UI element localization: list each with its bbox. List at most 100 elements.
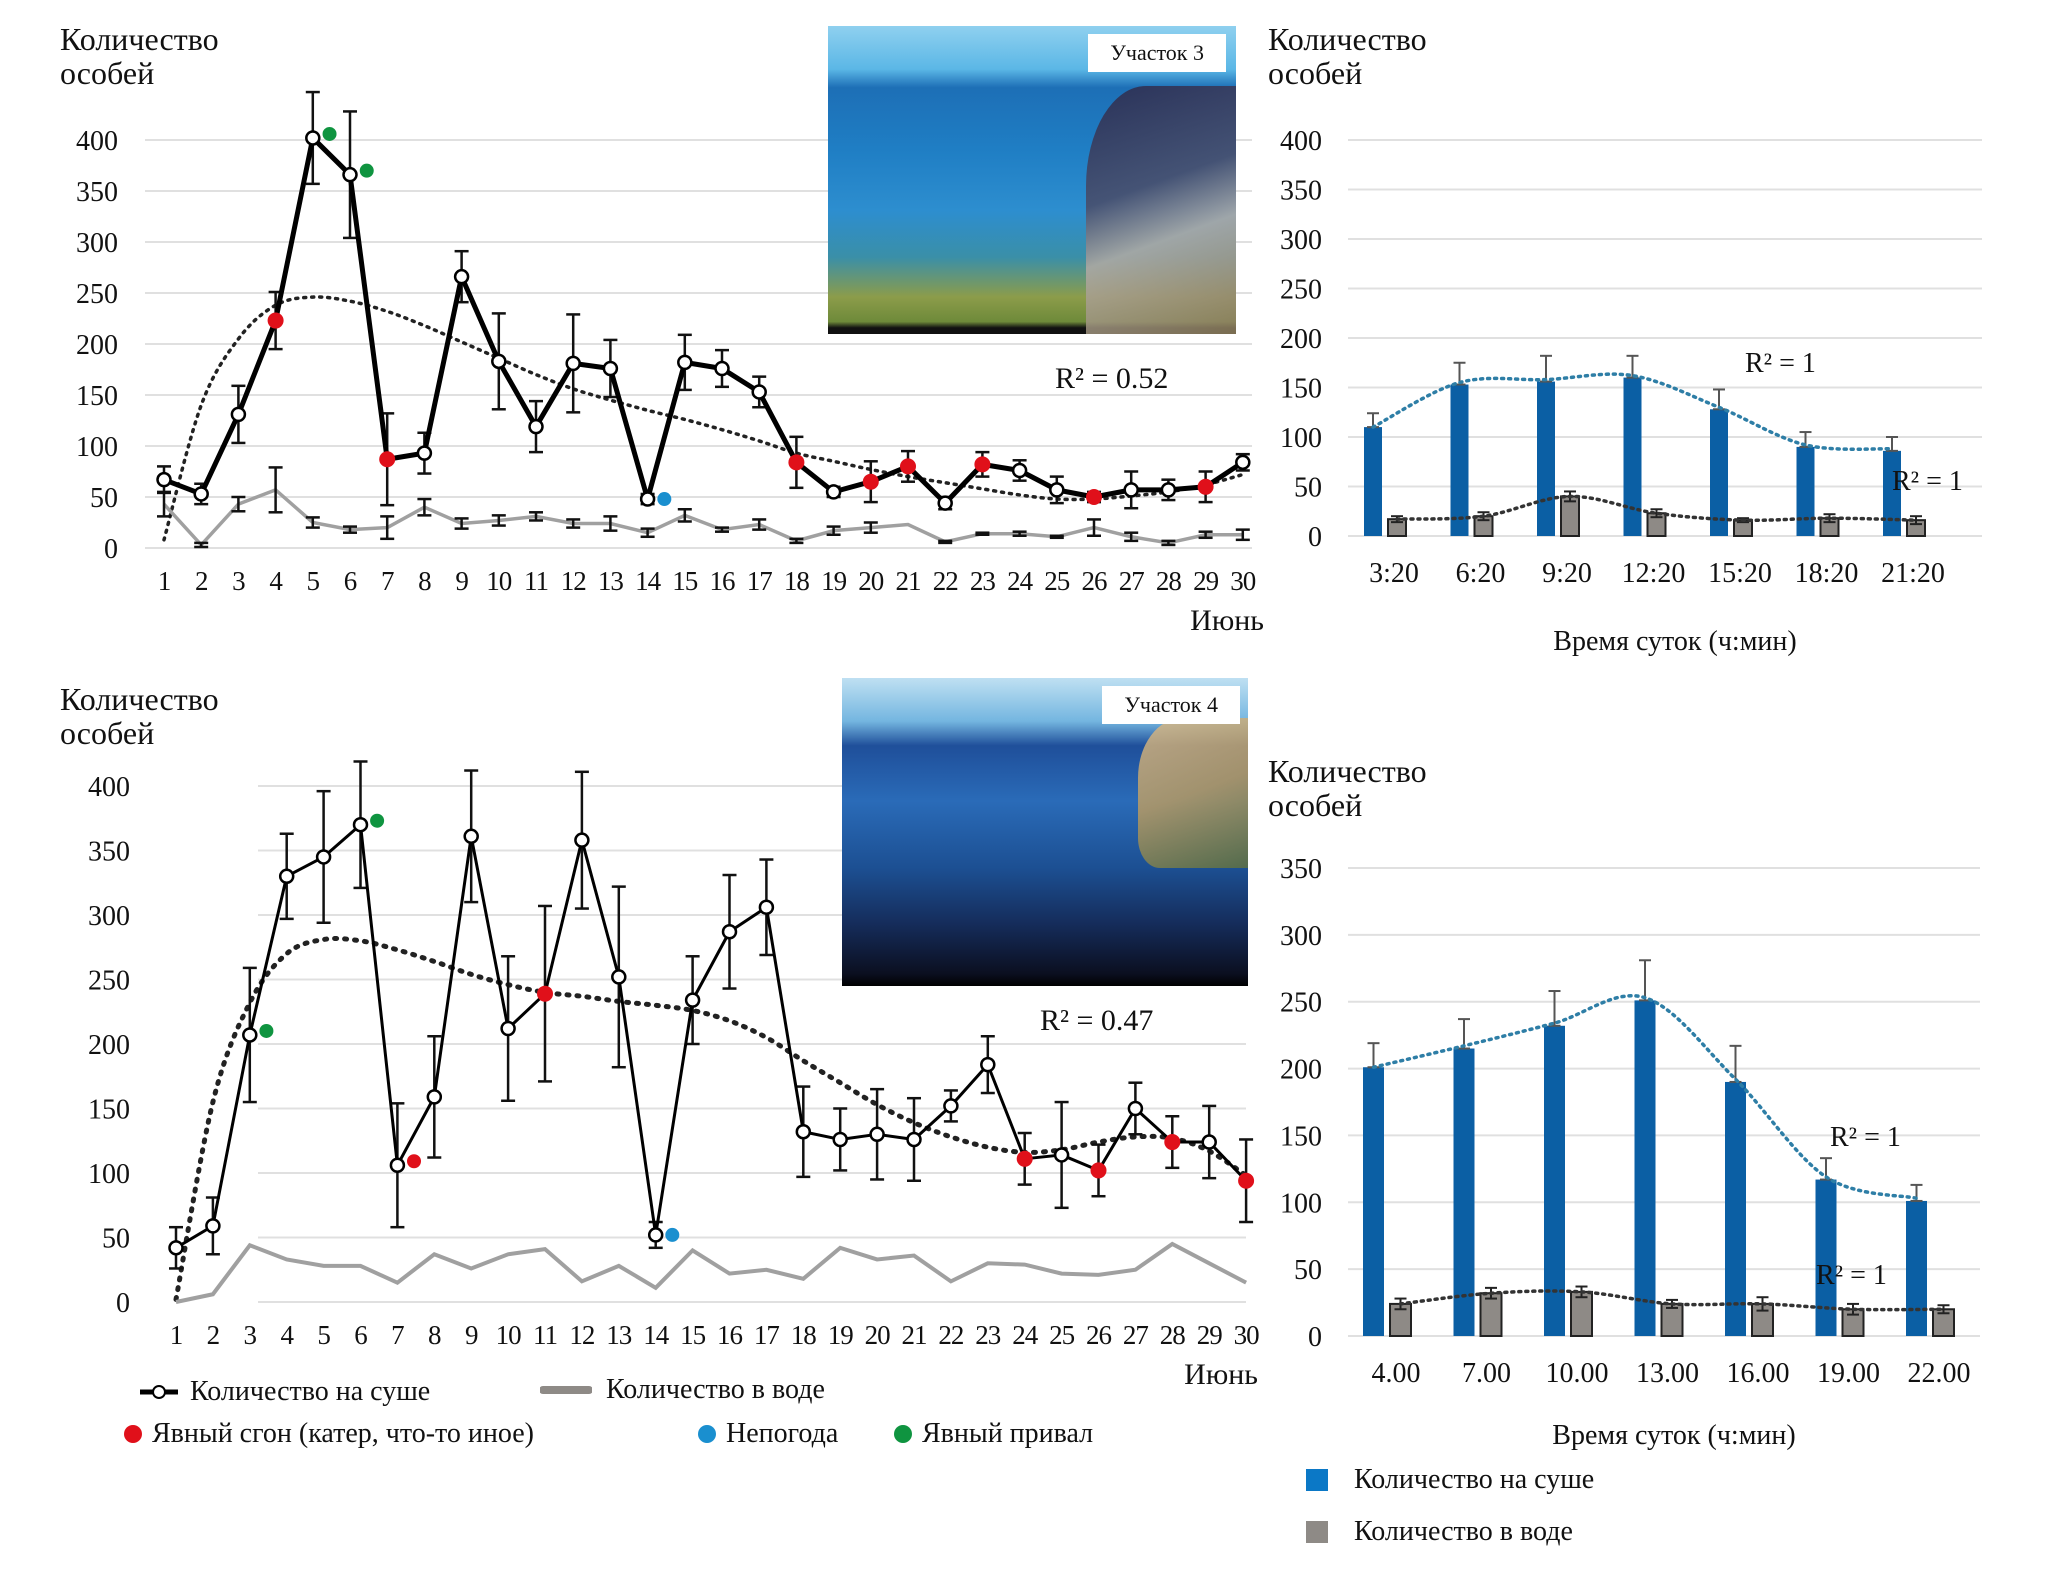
land-data-point <box>869 1126 885 1143</box>
x-tick-label: 7.00 <box>1462 1358 1511 1389</box>
y-tick-label: 150 <box>88 1095 130 1126</box>
trend-line <box>173 936 1249 1302</box>
red-event-marker <box>862 473 879 490</box>
site3-photo-label: Участок 3 <box>1088 34 1226 72</box>
x-tick-label: 1 <box>170 1320 183 1350</box>
y-tick-label: 100 <box>1280 1188 1322 1219</box>
land-data-point <box>1053 1147 1070 1163</box>
ylabel-line1: Количество <box>1268 21 1427 57</box>
ylabel-line2: особей <box>60 55 155 91</box>
x-tick-label: 24 <box>1007 566 1034 596</box>
x-tick-label: 13 <box>606 1320 632 1350</box>
y-tick-label: 50 <box>102 1224 130 1255</box>
x-tick-label: 26 <box>1082 566 1108 596</box>
land-bar <box>1537 381 1555 536</box>
x-tick-label: 4 <box>269 566 283 596</box>
legend-bar-water: Количество в воде <box>1306 1516 1573 1548</box>
x-tick-label: 5 <box>307 566 320 596</box>
x-tick-label: 11 <box>524 566 548 596</box>
x-tick-label: 17 <box>747 566 773 596</box>
r-squared-label: R² = 1 <box>1816 1260 1887 1291</box>
land-data-point <box>305 130 321 146</box>
x-tick-label: 5 <box>317 1320 330 1350</box>
legend-blue-label: Непогода <box>726 1418 839 1449</box>
red-event-marker <box>537 985 553 1002</box>
legend-land-line-label: Количество на суше <box>190 1376 431 1407</box>
water-bar <box>1570 1290 1593 1337</box>
land-data-point <box>677 354 693 371</box>
water-trend-line <box>1398 1289 1946 1312</box>
x-tick-label: 30 <box>1230 566 1256 596</box>
x-tick-label: 15 <box>680 1320 706 1350</box>
land-data-point <box>156 471 172 488</box>
land-data-point <box>906 1131 922 1148</box>
water-bar <box>1479 1292 1503 1337</box>
land-data-point <box>639 491 656 507</box>
red-event-marker <box>974 456 991 473</box>
x-tick-label: 16.00 <box>1727 1358 1790 1389</box>
legend-bar-land: Количество на суше <box>1306 1464 1594 1496</box>
legend-bar-water-label: Количество в воде <box>1354 1516 1573 1547</box>
x-tick-label: 18 <box>791 1320 817 1350</box>
water-trend-line <box>1395 494 1918 523</box>
x-tick-label: 20 <box>865 1320 891 1350</box>
y-tick-label: 0 <box>116 1288 130 1319</box>
legend-red: Явный сгон (катер, что-то иное) <box>124 1418 534 1450</box>
y-tick-label: 250 <box>1280 988 1322 1019</box>
land-bar <box>1710 409 1728 536</box>
y-tick-label: 300 <box>88 901 130 932</box>
y-tick-label: 400 <box>88 772 130 803</box>
land-data-point <box>1123 482 1139 498</box>
legend-water-line: Количество в воде <box>540 1374 825 1406</box>
x-tick-label: 2 <box>207 1320 220 1350</box>
x-tick-label: 4 <box>280 1320 294 1350</box>
y-tick-label: 100 <box>1280 423 1322 454</box>
red-event-marker <box>1090 1162 1107 1179</box>
land-bar <box>1363 1067 1384 1336</box>
red-event-marker <box>1086 489 1102 505</box>
y-tick-label: 250 <box>1280 275 1322 306</box>
land-data-point <box>684 992 701 1008</box>
land-data-point <box>937 495 953 511</box>
x-tick-label: 21 <box>896 566 921 596</box>
land-trend-line <box>1371 372 1894 452</box>
x-tick-label: 6:20 <box>1456 558 1506 589</box>
y-tick-label: 300 <box>1280 225 1322 256</box>
water-series-line <box>175 1241 1248 1304</box>
x-tick-label: 24 <box>1012 1320 1039 1350</box>
y-tick-label: 0 <box>1308 1322 1322 1353</box>
blue-square-icon <box>1306 1469 1328 1491</box>
y-tick-label: 350 <box>88 837 130 868</box>
land-data-point <box>205 1218 221 1234</box>
x-axis-label: Время суток (ч:мин) <box>1552 1420 1795 1451</box>
x-tick-label: 16 <box>710 566 736 596</box>
bar-chart-legend: Количество на суше Количество в воде <box>1300 1460 1900 1560</box>
legend-blue: Непогода <box>698 1418 838 1450</box>
x-tick-label: 22.00 <box>1908 1358 1971 1389</box>
legend-green: Явный привал <box>894 1418 1093 1450</box>
y-tick-label: 400 <box>1280 126 1322 157</box>
green-rest-marker <box>370 813 385 828</box>
y-tick-label: 150 <box>1280 1121 1322 1152</box>
x-tick-label: 9 <box>455 566 468 596</box>
x-tick-label: 18:20 <box>1795 558 1859 589</box>
site4-daytime-ylabel: Количество особей <box>1268 754 1427 822</box>
land-bar <box>1883 450 1901 536</box>
land-data-point <box>943 1098 959 1114</box>
ylabel-line1: Количество <box>60 21 219 57</box>
shore-shape <box>1086 86 1236 334</box>
land-data-point <box>416 445 433 461</box>
land-data-point <box>574 832 590 848</box>
site3-june-chart: Количество особей 0 50 100 150 200 250 300 350 4… <box>0 0 1270 640</box>
x-tick-label: 12:20 <box>1622 558 1686 589</box>
y-tick-label: 200 <box>1280 1055 1322 1086</box>
line-marker-icon <box>140 1385 178 1399</box>
x-tick-label: 23 <box>975 1320 1001 1350</box>
y-tick-label: 350 <box>76 177 118 208</box>
land-data-point <box>1235 454 1251 471</box>
land-bar <box>1815 1179 1837 1336</box>
x-tick-label: 25 <box>1044 566 1070 596</box>
legend-bar-land-label: Количество на суше <box>1354 1464 1595 1495</box>
land-data-point <box>602 360 619 377</box>
x-tick-label: 21:20 <box>1881 558 1945 589</box>
